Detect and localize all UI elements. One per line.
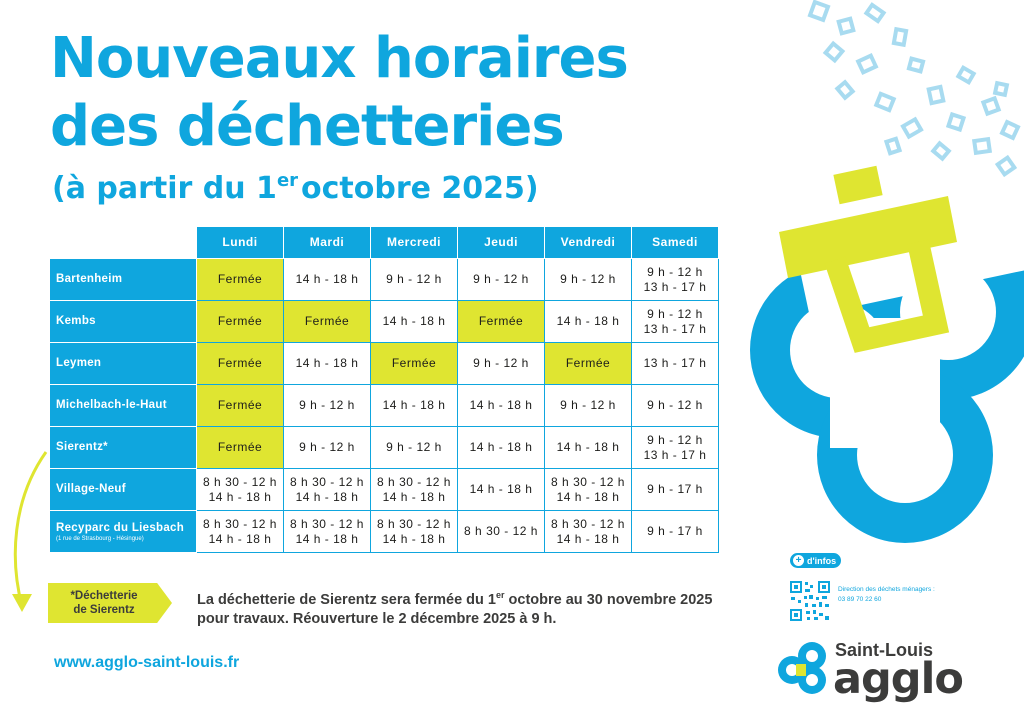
hours-cell: 14 h - 18 h [544, 426, 632, 469]
sierentz-tag: *Déchetterie de Sierentz [48, 583, 172, 623]
hours-cell: 14 h - 18 h [457, 426, 545, 469]
site-name: Michelbach-le-Haut [49, 384, 197, 427]
closed-cell: Fermée [544, 342, 632, 385]
hours-cell: 9 h - 17 h [631, 510, 719, 553]
hours-cell: 13 h - 17 h [631, 342, 719, 385]
hours-cell: 14 h - 18 h [457, 384, 545, 427]
plus-icon: + [793, 555, 804, 566]
infos-label: d'infos [807, 555, 837, 566]
site-name: Recyparc du Liesbach (1 rue de Strasbourg… [49, 510, 197, 553]
logo-text-bottom: agglo [833, 654, 964, 704]
hours-cell: 9 h - 12 h 13 h - 17 h [631, 258, 719, 301]
page-title-line2: des déchetteries [50, 94, 565, 159]
closed-cell: Fermée [196, 426, 284, 469]
table-header-row: Lundi Mardi Mercredi Jeudi Vendredi Same… [50, 226, 719, 259]
table-row: Michelbach-le-Haut Fermée 9 h - 12 h 14 h -… [49, 384, 719, 427]
hours-cell: 9 h - 12 h 13 h - 17 h [631, 426, 719, 469]
day-header: Samedi [631, 226, 719, 259]
qr-code[interactable] [789, 580, 831, 622]
day-header: Mardi [283, 226, 371, 259]
site-name: Kembs [49, 300, 197, 343]
hours-cell: 8 h 30 - 12 h 14 h - 18 h [370, 510, 458, 553]
contact-label: Direction des déchets ménagers : [838, 586, 935, 593]
hours-cell: 9 h - 12 h [544, 384, 632, 427]
hours-cell: 9 h - 12 h [457, 258, 545, 301]
hours-cell: 8 h 30 - 12 h 14 h - 18 h [196, 510, 284, 553]
hours-cell: 8 h 30 - 12 h 14 h - 18 h [370, 468, 458, 511]
logo-text-top: Saint-Louis [835, 640, 933, 660]
hours-cell: 14 h - 18 h [370, 300, 458, 343]
hours-cell: 8 h 30 - 12 h 14 h - 18 h [283, 468, 371, 511]
hours-cell: 9 h - 12 h 13 h - 17 h [631, 300, 719, 343]
hours-cell: 14 h - 18 h [283, 258, 371, 301]
table-row: Kembs Fermée Fermée 14 h - 18 h Fermée 14 h -… [49, 300, 719, 343]
website-link[interactable]: www.agglo-saint-louis.fr [54, 654, 240, 671]
notice-line2: pour travaux. Réouverture le 2 décembre … [197, 610, 557, 627]
day-header: Jeudi [457, 226, 545, 259]
hours-cell: 8 h 30 - 12 h 14 h - 18 h [283, 510, 371, 553]
hours-cell: 8 h 30 - 12 h 14 h - 18 h [196, 468, 284, 511]
closed-cell: Fermée [370, 342, 458, 385]
site-address: (1 rue de Strasbourg - Hésingue) [56, 535, 144, 542]
closure-notice: La déchetterie de Sierentz sera fermée d… [197, 590, 713, 627]
hours-cell: 14 h - 18 h [457, 468, 545, 511]
closed-cell: Fermée [196, 384, 284, 427]
site-name: Village-Neuf [49, 468, 197, 511]
hours-cell: 9 h - 12 h [283, 426, 371, 469]
hours-cell: 9 h - 12 h [370, 426, 458, 469]
more-info-badge: + d'infos [790, 553, 842, 568]
contact-phone: 03 89 70 22 60 [838, 596, 882, 603]
hours-cell: 14 h - 18 h [544, 300, 632, 343]
tag-line2: de Sierentz [73, 604, 135, 616]
hours-cell: 8 h 30 - 12 h [457, 510, 545, 553]
page-title: Nouveaux horaires [50, 26, 629, 91]
hours-cell: 8 h 30 - 12 h 14 h - 18 h [544, 468, 632, 511]
agglo-logo-icon [778, 642, 826, 694]
schedule-table: Lundi Mardi Mercredi Jeudi Vendredi Same… [49, 226, 719, 553]
day-header: Mercredi [370, 226, 458, 259]
hours-cell: 14 h - 18 h [283, 342, 371, 385]
table-row: Recyparc du Liesbach (1 rue de Strasbourg… [49, 510, 719, 553]
hours-cell: 9 h - 12 h [544, 258, 632, 301]
tag-line1: *Déchetterie [70, 590, 138, 602]
page-subtitle: (à partir du 1er octobre 2025) [52, 170, 539, 206]
table-corner [50, 227, 197, 259]
site-name: Sierentz* [49, 426, 197, 469]
closed-cell: Fermée [196, 258, 284, 301]
hours-cell: 9 h - 12 h [370, 258, 458, 301]
contact-info: Direction des déchets ménagers : 03 89 7… [838, 585, 935, 605]
hours-cell: 14 h - 18 h [370, 384, 458, 427]
day-header: Vendredi [544, 226, 632, 259]
hours-cell: 9 h - 12 h [283, 384, 371, 427]
closed-cell: Fermée [457, 300, 545, 343]
closed-cell: Fermée [196, 300, 284, 343]
hours-cell: 9 h - 17 h [631, 468, 719, 511]
site-name: Bartenheim [49, 258, 197, 301]
closed-cell: Fermée [283, 300, 371, 343]
day-header: Lundi [196, 226, 284, 259]
hours-cell: 9 h - 12 h [457, 342, 545, 385]
site-name: Leymen [49, 342, 197, 385]
hours-cell: 8 h 30 - 12 h 14 h - 18 h [544, 510, 632, 553]
hours-cell: 9 h - 12 h [631, 384, 719, 427]
closed-cell: Fermée [196, 342, 284, 385]
